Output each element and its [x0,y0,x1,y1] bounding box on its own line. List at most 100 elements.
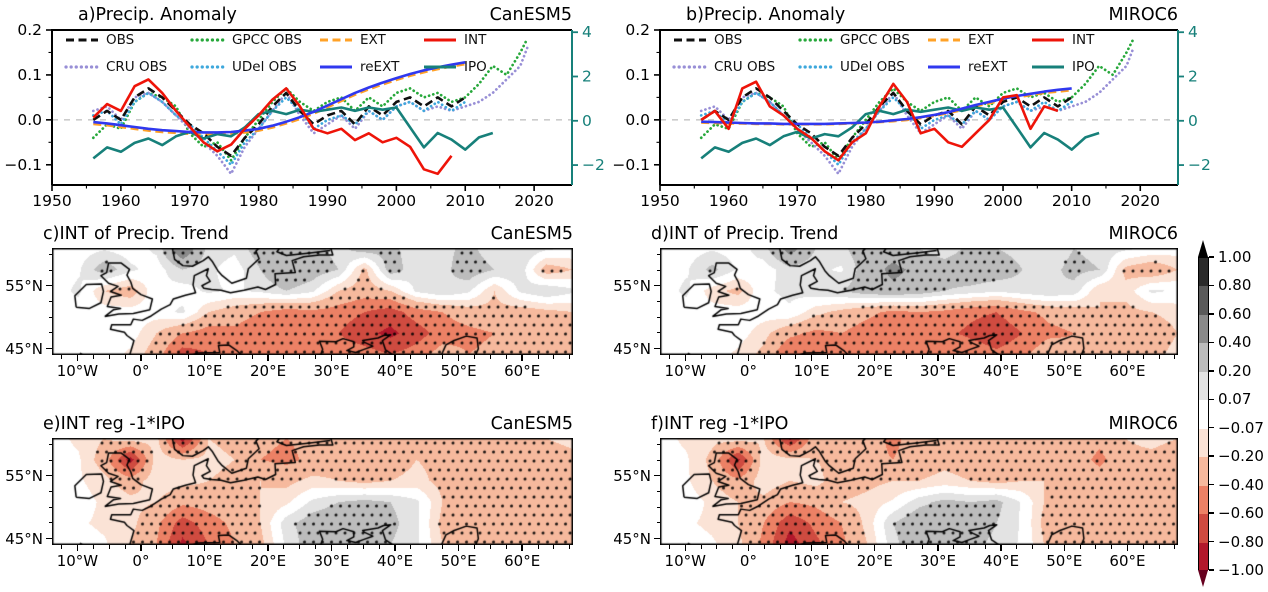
map-tick [283,545,285,549]
map-tick [108,355,110,359]
map-tick [235,545,237,549]
y-axis-tick-label: 0.0 [17,111,42,129]
y-axis-tick-label: −0.1 [4,156,42,174]
map-tick [937,355,939,361]
map-tick [1158,545,1160,549]
map-lon-label: 20°E [249,362,287,380]
map-tick [267,545,269,551]
map-tick [654,538,660,540]
colorbar-tick [1209,398,1214,401]
legend-label-obs: OBS [714,32,742,48]
panel-b-model-label: MIROC6 [1108,5,1178,25]
map-tick [1000,355,1002,361]
map-tick [48,443,52,445]
map-tick [48,332,52,334]
map-tick [921,545,923,549]
map-tick [76,545,79,551]
legend-label-udel: UDel OBS [232,59,297,75]
map-canvas-e [52,438,573,545]
map-tick [984,355,986,359]
map-tick [1174,355,1176,359]
colorbar-label: −1.00 [1218,561,1264,579]
map-tick [1095,545,1097,549]
map-lon-label: 40°E [983,552,1020,570]
legend-label-reext_a: reEXT [360,59,400,75]
map-lon-label: 10°W [664,552,706,570]
map-tick [505,355,507,359]
legend-label-obs: OBS [106,32,134,48]
map-tick [140,545,142,551]
map-tick [299,545,301,549]
colorbar-segment [1199,514,1208,543]
map-tick [1016,355,1018,359]
map-tick [521,545,523,551]
map-tick [426,355,428,359]
map-tick [489,545,491,549]
map-tick [474,355,476,359]
map-tick [1032,545,1034,549]
map-tick [969,545,971,549]
legend-label-cru: CRU OBS [714,59,775,75]
x-axis-tick-label: 1960 [101,192,140,210]
map-lon-label: 10°E [793,552,830,570]
map-tick [92,545,94,549]
map-tick [890,545,892,549]
map-tick [378,545,380,549]
right-axis-tick-label: 0 [1188,112,1198,130]
map-tick [92,355,94,359]
colorbar-arrow-down [1198,570,1208,587]
right-axis-tick-label: −2 [1188,156,1211,174]
map-tick [489,355,491,359]
map-tick [668,355,670,359]
map-tick [1032,355,1034,359]
legend-label-ipo: IPO [1072,59,1095,75]
map-tick [203,545,206,551]
map-tick [426,545,428,549]
y-axis-tick-label: 0.2 [625,21,650,39]
legend-label-int_a: INT [464,32,487,48]
right-axis-tick-label: 2 [1188,68,1198,86]
map-tick [188,545,190,549]
map-tick [668,545,670,549]
map-tick [315,355,317,359]
map-lon-label: 10°E [793,362,830,380]
map-tick [969,355,971,359]
map-tick [1158,355,1160,359]
map-tick [654,348,660,350]
x-axis-tick-label: 2010 [1052,192,1091,210]
map-tick [747,545,750,551]
map-lon-label: 10°W [56,362,99,380]
colorbar-label: −0.40 [1218,475,1264,494]
map-tick [46,538,52,540]
panel-c-title: c)INT of Precip. Trend [43,224,229,244]
map-lon-label: 0° [132,552,150,570]
colorbar-label: 0.07 [1218,390,1252,409]
colorbar-tick [1209,341,1214,344]
map-tick [394,545,396,551]
right-axis-tick-label: 2 [582,68,592,86]
right-axis-tick-label: 4 [1188,23,1198,41]
map-tick [1048,545,1049,549]
map-tick [656,301,660,302]
map-tick [362,545,364,549]
map-tick [953,355,955,359]
map-tick [656,316,660,318]
map-tick [235,355,237,359]
map-tick [108,545,110,549]
map-tick [346,355,348,359]
map-lon-label: 30°E [313,552,350,570]
map-tick [48,316,52,318]
map-tick [569,355,571,359]
map-tick [656,332,660,334]
map-tick [442,355,444,359]
panel-f-title: f)INT reg -1*IPO [651,414,789,434]
map-tick [1079,545,1081,549]
map-tick [810,545,813,551]
map-tick [124,545,126,549]
map-tick [330,545,333,551]
map-tick [700,355,702,359]
map-lon-label: 40°E [377,362,414,380]
map-tick [251,355,253,359]
map-tick [874,355,876,361]
map-tick [779,545,781,549]
